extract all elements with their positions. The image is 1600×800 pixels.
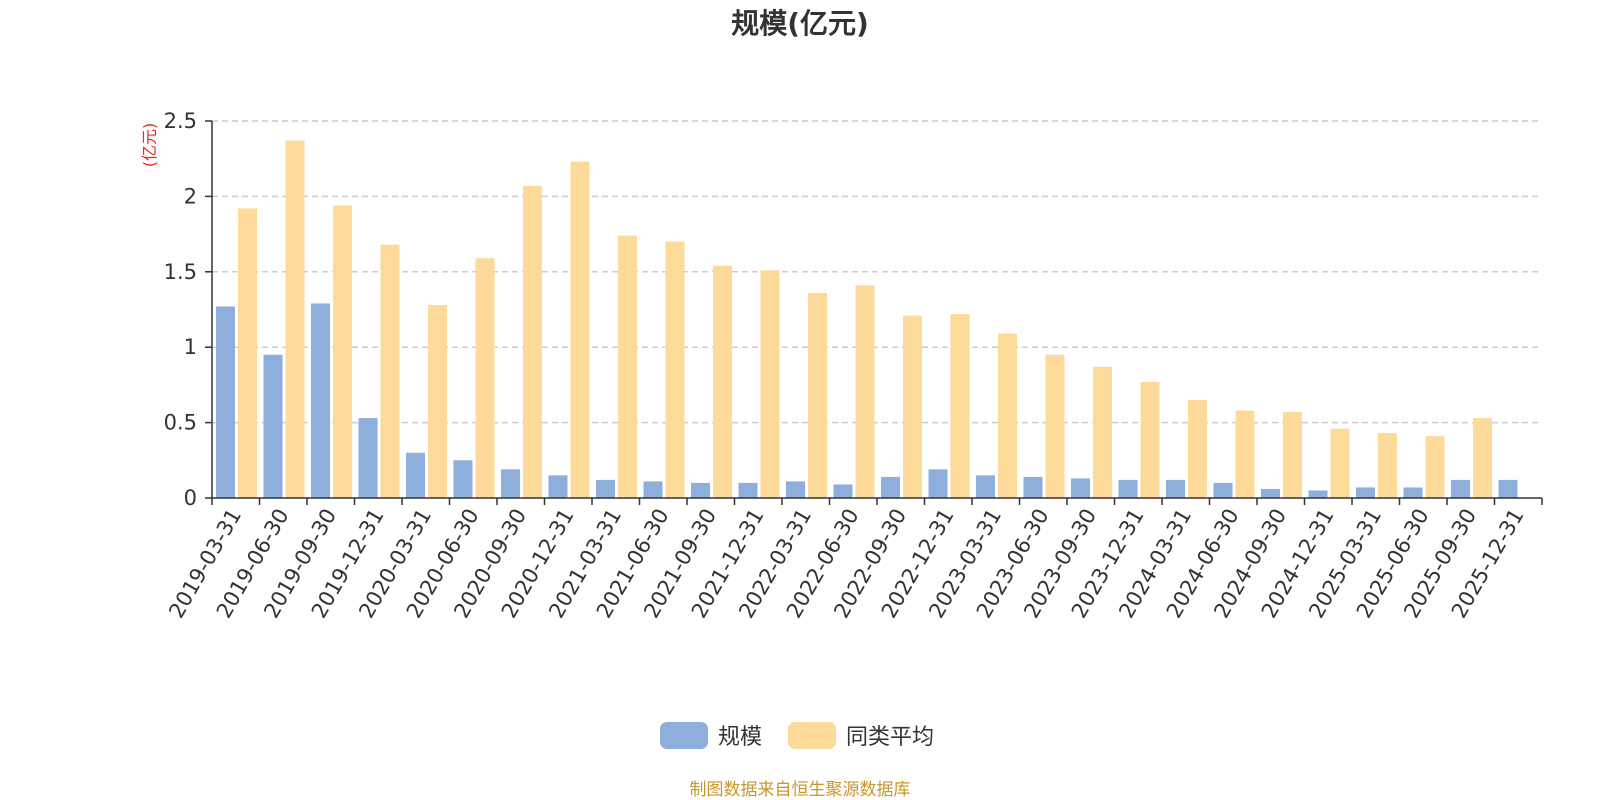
bar-scale: [643, 481, 663, 498]
bar-scale: [1451, 479, 1470, 498]
bar-category-average: [855, 285, 875, 498]
bar-scale: [928, 469, 948, 498]
bar-scale: [881, 476, 900, 498]
bar-scale: [216, 306, 235, 498]
bar-category-average: [333, 205, 352, 498]
y-tick-label: 1.5: [164, 260, 197, 284]
y-tick-label: 0: [184, 486, 197, 510]
y-tick-labels: 0 0.5 1 1.5 2 2.5: [164, 109, 197, 510]
bar-category-average: [1188, 399, 1207, 498]
bar-category-average: [380, 244, 400, 498]
bar-category-average: [1093, 366, 1112, 498]
bar-category-average: [760, 270, 780, 498]
bar-scale: [263, 354, 283, 498]
bar-category-average: [1283, 412, 1302, 498]
bar-category-average: [475, 258, 495, 498]
bar-category-average: [618, 235, 637, 498]
bar-category-average: [903, 315, 922, 498]
bar-scale: [358, 418, 378, 498]
y-tick-label: 2.5: [164, 109, 197, 133]
bar-scale: [1261, 488, 1280, 498]
axes: [205, 120, 1543, 505]
bar-category-average: [713, 265, 732, 498]
bar-scale: [311, 303, 330, 498]
bar-category-average: [665, 241, 685, 498]
bar-category-average: [950, 314, 970, 498]
y-tick-label: 1: [184, 335, 197, 359]
y-tick-label: 0.5: [164, 411, 197, 435]
legend-swatch-category-average: [788, 722, 836, 749]
legend-label-scale: 规模: [718, 725, 762, 750]
bar-category-average: [1378, 433, 1397, 498]
bar-category-average: [428, 304, 447, 498]
legend-label-category-average: 同类平均: [846, 725, 934, 750]
bar-category-average: [1425, 436, 1445, 498]
bars: [216, 140, 1518, 499]
bar-scale: [453, 460, 473, 498]
y-tick-label: 2: [184, 184, 197, 208]
bar-category-average: [808, 292, 827, 498]
bar-scale: [406, 452, 425, 498]
bar-category-average: [998, 333, 1017, 498]
bar-category-average: [1140, 381, 1160, 498]
bar-scale: [738, 482, 758, 498]
source-note: 制图数据来自恒生聚源数据库: [690, 780, 911, 800]
grid-lines: [212, 120, 1542, 424]
bar-category-average: [1235, 410, 1255, 498]
bar-scale: [1356, 487, 1375, 498]
bar-scale: [976, 475, 995, 498]
bar-scale: [1403, 487, 1423, 498]
legend-swatch-scale: [660, 722, 708, 749]
bar-scale: [786, 481, 805, 498]
bar-scale: [1023, 476, 1043, 498]
bar-category-average: [1473, 418, 1492, 498]
bar-category-average: [1330, 428, 1350, 498]
bar-category-average: [285, 140, 305, 498]
x-tick-labels: 2019-03-312019-06-302019-09-302019-12-31…: [164, 505, 1528, 623]
bar-category-average: [238, 208, 257, 499]
bar-scale: [691, 482, 710, 498]
bar-scale: [1071, 478, 1090, 498]
bar-scale: [1498, 479, 1518, 498]
bar-category-average: [1045, 354, 1065, 498]
bar-scale: [1308, 490, 1328, 498]
bar-scale: [596, 479, 615, 498]
chart-title: 规模(亿元): [731, 7, 869, 40]
bar-scale: [501, 469, 520, 498]
bar-category-average: [523, 185, 542, 498]
legend: 规模 同类平均: [660, 722, 934, 750]
bar-category-average: [570, 161, 590, 498]
bar-scale: [1166, 479, 1185, 498]
y-axis-label: (亿元): [140, 123, 159, 168]
bar-scale: [548, 475, 568, 498]
bar-scale: [1118, 479, 1138, 498]
bar-scale: [1213, 482, 1233, 498]
bar-scale: [833, 484, 853, 498]
